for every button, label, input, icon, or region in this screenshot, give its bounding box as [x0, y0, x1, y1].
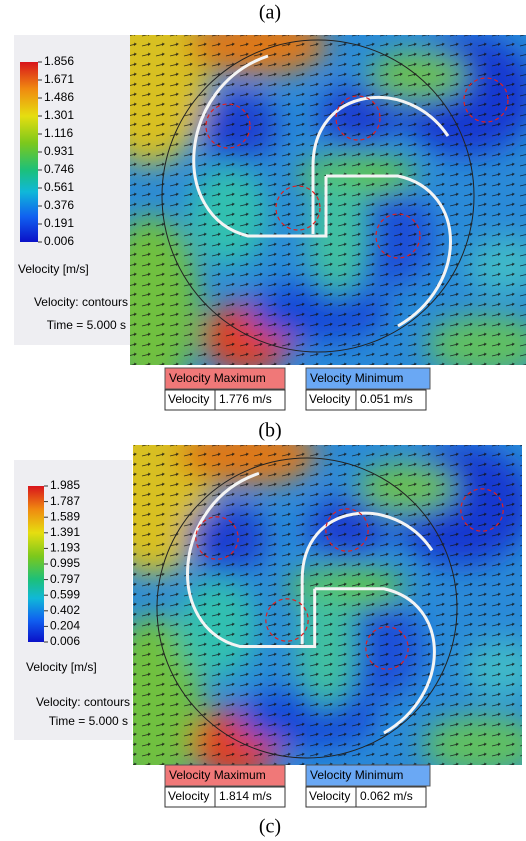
blade: [326, 174, 452, 328]
color-tick-label: 0.931: [44, 144, 74, 158]
table-header-text: Velocity Minimum: [310, 768, 403, 782]
color-tick-label: 0.376: [44, 198, 74, 212]
table-cell: [355, 389, 427, 411]
table-header: [305, 367, 431, 390]
blade: [311, 95, 450, 234]
table-header-text: Velocity Maximum: [169, 768, 266, 782]
vortex-marker: [463, 77, 509, 123]
color-tick-label: 1.193: [50, 541, 80, 555]
table-name: Velocity: [309, 789, 350, 803]
color-tick-label: 1.116: [44, 126, 73, 140]
color-tick-label: 1.787: [50, 494, 80, 508]
blade: [300, 511, 434, 645]
color-tick-label: 0.995: [50, 556, 80, 570]
table-header-text: Velocity Minimum: [310, 371, 403, 385]
table-header: [164, 367, 286, 390]
table-name: Velocity: [168, 392, 209, 406]
vortex-marker: [365, 626, 409, 670]
color-tick-label: 0.402: [50, 603, 80, 617]
table-value: 1.814 m/s: [219, 789, 272, 803]
table-name: Velocity: [309, 392, 350, 406]
table-name: Velocity: [168, 789, 209, 803]
vortex-marker: [325, 508, 369, 552]
table-header-text: Velocity Maximum: [169, 371, 266, 385]
color-tick-label: 0.797: [50, 572, 80, 586]
vortex-marker: [335, 95, 381, 141]
domain-outline: [161, 39, 475, 353]
blade: [192, 54, 328, 238]
blade: [186, 471, 317, 648]
color-tick-label: 1.391: [50, 525, 80, 539]
plot-kind: Velocity: contours: [34, 295, 128, 309]
vortex-marker: [275, 185, 321, 231]
plot-kind: Velocity: contours: [36, 695, 130, 709]
panel-label: (b): [258, 420, 281, 442]
contour-plot: [130, 35, 526, 365]
color-tick-label: 0.204: [50, 619, 80, 633]
table-cell: [214, 786, 286, 808]
color-tick-label: 0.006: [44, 234, 74, 248]
time-label: Time = 5.000 s: [47, 318, 126, 332]
color-tick-label: 0.599: [50, 587, 80, 601]
vortex-marker: [460, 488, 504, 532]
table-cell: [214, 389, 286, 411]
color-tick-label: 1.985: [50, 478, 80, 492]
color-bar: [28, 486, 44, 642]
color-tick-label: 1.856: [44, 54, 74, 68]
table-header: [305, 764, 431, 787]
color-tick-label: 0.191: [44, 216, 74, 230]
vortex-marker: [195, 516, 239, 560]
panel-label: (c): [259, 816, 281, 838]
table-value: 0.051 m/s: [360, 392, 413, 406]
color-tick-label: 1.301: [44, 108, 74, 122]
table-cell: [355, 786, 427, 808]
color-tick-label: 1.589: [50, 509, 80, 523]
color-tick-label: 1.671: [44, 72, 74, 86]
vector-field: [133, 445, 522, 765]
domain-outline: [156, 457, 458, 759]
color-tick-label: 0.746: [44, 162, 74, 176]
table-header: [164, 764, 286, 787]
color-tick-label: 0.006: [50, 634, 80, 648]
vortex-marker: [205, 103, 251, 149]
color-tick-label: 0.561: [44, 180, 74, 194]
panel-label: (a): [259, 2, 281, 24]
table-value: 1.776 m/s: [219, 392, 272, 406]
quantity-label: Velocity [m/s]: [18, 262, 89, 276]
color-tick-label: 1.486: [44, 90, 74, 104]
time-label: Time = 5.000 s: [49, 714, 128, 728]
quantity-label: Velocity [m/s]: [26, 660, 97, 674]
blade: [314, 587, 436, 735]
vector-field: [130, 35, 526, 365]
table-value: 0.062 m/s: [360, 789, 413, 803]
vortex-marker: [265, 598, 309, 642]
color-bar: [20, 62, 38, 242]
contour-plot: [133, 445, 522, 765]
vortex-marker: [375, 213, 421, 259]
